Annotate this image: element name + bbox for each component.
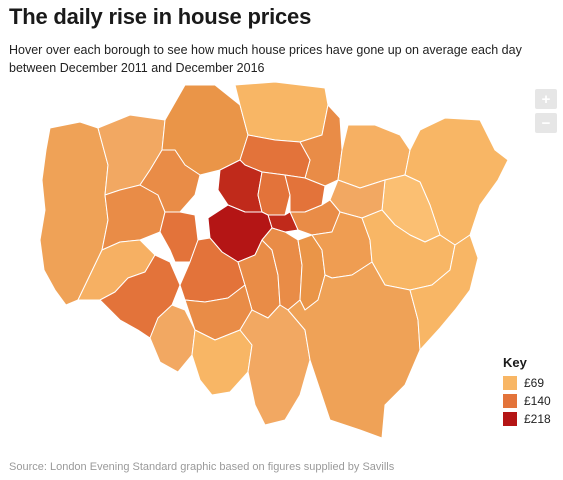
borough-sutton[interactable] — [191, 329, 253, 396]
key-swatch-low — [503, 376, 517, 390]
zoom-in-button[interactable]: + — [535, 89, 557, 109]
key-item-mid: £140 — [503, 394, 551, 408]
zoom-out-button[interactable]: − — [535, 113, 557, 133]
borough-bexley-south[interactable] — [409, 234, 479, 351]
borough-enfield[interactable] — [234, 81, 329, 143]
key-label-high: £218 — [524, 412, 551, 426]
key-item-low: £69 — [503, 376, 544, 390]
source-note: Source: London Evening Standard graphic … — [9, 461, 395, 473]
borough-islington[interactable] — [257, 171, 291, 216]
subtitle: Hover over each borough to see how much … — [9, 43, 522, 75]
borough-croydon[interactable] — [239, 304, 311, 426]
borough-brent[interactable] — [139, 149, 201, 213]
key-item-high: £218 — [503, 412, 551, 426]
key-swatch-mid — [503, 394, 517, 408]
london-borough-map[interactable] — [0, 70, 563, 450]
key-swatch-high — [503, 412, 517, 426]
key-title: Key — [503, 355, 527, 370]
key-label-low: £69 — [524, 376, 545, 390]
key-label-mid: £140 — [524, 394, 551, 408]
page-title: The daily rise in house prices — [9, 4, 312, 29]
